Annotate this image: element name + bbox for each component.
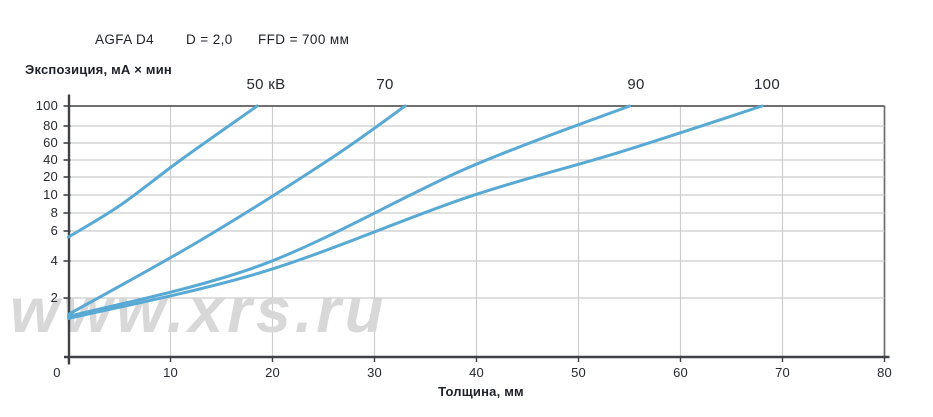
x-tick-label-70: 70 <box>775 365 790 380</box>
curve-100kv <box>67 104 764 320</box>
x-tick-label-0: 0 <box>53 365 61 380</box>
curve-50kv <box>67 104 259 239</box>
y-tick-label-4: 4 <box>50 253 58 268</box>
film-type-label: AGFA D4 <box>95 32 155 47</box>
x-axis-title: Толщина, мм <box>438 384 524 399</box>
y-tick-label-6: 6 <box>50 223 58 238</box>
curve-label-90kv: 90 <box>627 76 645 93</box>
x-tick-label-60: 60 <box>673 365 688 380</box>
y-tick-label-10: 10 <box>43 187 58 202</box>
watermark: www.xrs.ru <box>10 276 387 346</box>
y-tick-label-40: 40 <box>43 152 58 167</box>
exposure-curves <box>67 104 764 320</box>
y-tick-label-20: 20 <box>43 169 58 184</box>
x-tick-label-50: 50 <box>571 365 586 380</box>
x-tick-label-80: 80 <box>877 365 892 380</box>
curve-label-50kv: 50 кВ <box>246 76 286 93</box>
y-tick-label-100: 100 <box>35 98 58 113</box>
y-axis-title: Экспозиция, мА × мин <box>25 62 172 77</box>
y-tick-label-2: 2 <box>50 290 58 305</box>
curve-label-100kv: 100 <box>754 76 780 93</box>
x-tick-label-20: 20 <box>265 365 280 380</box>
x-tick-label-10: 10 <box>163 365 178 380</box>
y-tick-label-8: 8 <box>50 205 58 220</box>
curve-90kv <box>67 104 631 318</box>
x-tick-label-40: 40 <box>469 365 484 380</box>
curve-label-70kv: 70 <box>376 76 394 93</box>
density-label: D = 2,0 <box>186 32 233 47</box>
y-tick-label-60: 60 <box>43 135 58 150</box>
x-tick-label-30: 30 <box>367 365 382 380</box>
ffd-label: FFD = 700 мм <box>258 32 350 47</box>
y-tick-label-80: 80 <box>43 118 58 133</box>
curve-70kv <box>67 104 407 316</box>
